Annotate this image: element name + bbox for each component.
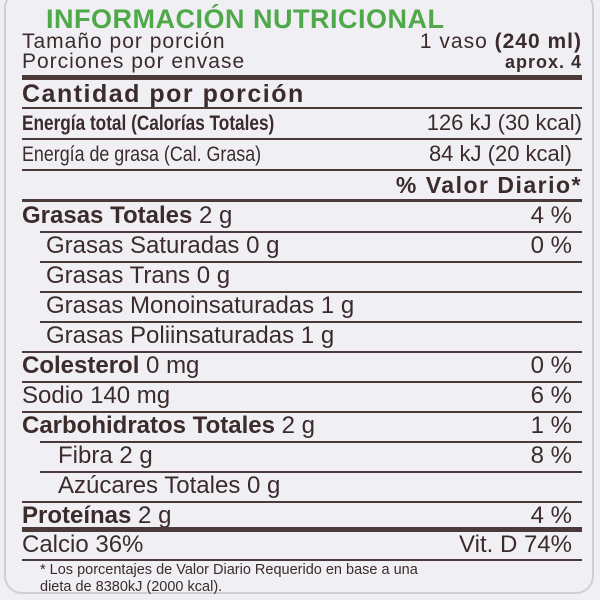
divider xyxy=(22,559,582,561)
serving-size-value: 1 vaso (240 ml) xyxy=(419,30,582,53)
nutrient-row: Carbohidratos Totales 2 g 1 % xyxy=(22,412,582,440)
divider xyxy=(22,381,582,383)
servings-value: aprox. 4 xyxy=(504,52,582,72)
nutrient-amount: 2 g xyxy=(119,442,153,469)
serving-size-label: Tamaño por porción xyxy=(22,30,226,53)
nutrient-dv: 0 % xyxy=(530,232,572,259)
amount-header-text: Cantidad por porción xyxy=(22,80,305,108)
footnote-line-1: * Los porcentajes de Valor Diario Requer… xyxy=(40,562,418,578)
serving-size-row: Tamaño por porción 1 vaso (240 ml) xyxy=(22,30,582,53)
nutrient-name: Grasas Saturadas xyxy=(46,232,240,259)
vitamins-row: Calcio 36% Vit. D 74% xyxy=(22,531,582,559)
calcium: Calcio 36% xyxy=(22,531,144,558)
energy-fat-label: Energía de grasa (Cal. Grasa) xyxy=(22,143,262,166)
energy-total-label: Energía total (Calorías Totales) xyxy=(22,112,275,135)
nutrient-amount: 2 g xyxy=(198,202,233,229)
nutrient-label: Carbohidratos Totales 2 g xyxy=(22,412,315,440)
divider xyxy=(22,138,582,140)
nutrient-amount: 1 g xyxy=(300,322,335,349)
divider-thick xyxy=(22,527,582,532)
nutrient-dv: 8 % xyxy=(530,442,572,469)
nutrient-name: Grasas Poliinsaturadas xyxy=(46,322,295,349)
nutrient-row: Grasas Trans 0 g xyxy=(46,262,582,290)
divider xyxy=(22,169,582,171)
nutrient-name: Carbohidratos Totales xyxy=(22,412,275,439)
nutrient-dv: 0 % xyxy=(530,352,572,379)
nutrient-name: Fibra xyxy=(58,442,113,469)
divider xyxy=(22,351,582,353)
nutrient-name: Grasas Trans xyxy=(46,262,191,289)
nutrient-dv: 4 % xyxy=(530,202,572,229)
divider xyxy=(40,321,582,323)
divider xyxy=(40,231,582,233)
footnote: * Los porcentajes de Valor Diario Requer… xyxy=(40,562,418,596)
divider xyxy=(40,441,582,443)
energy-total-row: Energía total (Calorías Totales) 126 kJ … xyxy=(22,110,582,136)
nutrient-row: Fibra 2 g 8 % xyxy=(58,442,582,470)
label-border xyxy=(4,0,594,594)
nutrient-amount: 0 g xyxy=(196,262,231,289)
nutrient-row: Proteínas 2 g 4 % xyxy=(22,502,582,530)
nutrient-row: Grasas Totales 2 g 4 % xyxy=(22,202,582,230)
energy-total-value: 126 kJ (30 kcal) xyxy=(426,110,582,135)
nutrient-name: Colesterol xyxy=(22,352,140,379)
nutrient-dv: 1 % xyxy=(530,412,572,439)
energy-fat-row: Energía de grasa (Cal. Grasa) 84 kJ (20 … xyxy=(22,141,582,167)
nutrient-label: Grasas Saturadas 0 g xyxy=(46,232,279,260)
nutrient-label: Azúcares Totales 0 g xyxy=(58,472,280,500)
nutrient-amount: 0 mg xyxy=(146,352,200,379)
dv-header: % Valor Diario* xyxy=(22,172,582,199)
nutrient-amount: 140 mg xyxy=(90,382,171,409)
dv-header-text: % Valor Diario* xyxy=(395,172,582,198)
divider-thick xyxy=(22,75,582,80)
divider xyxy=(22,411,582,413)
serving-size-amount: 1 vaso xyxy=(419,30,488,53)
energy-fat-value: 84 kJ (20 kcal) xyxy=(428,141,572,166)
nutrient-amount: 0 g xyxy=(247,472,281,499)
nutrient-row: Grasas Poliinsaturadas 1 g xyxy=(46,322,582,350)
nutrient-name: Grasas Monoinsaturadas xyxy=(46,292,315,319)
nutrient-label: Colesterol 0 mg xyxy=(22,352,199,380)
nutrient-label: Grasas Monoinsaturadas 1 g xyxy=(46,292,354,320)
servings-row: Porciones por envase aprox. 4 xyxy=(22,50,582,73)
nutrient-dv: 6 % xyxy=(530,382,572,409)
nutrient-amount: 2 g xyxy=(138,502,172,529)
divider xyxy=(22,501,582,503)
vitamin-d: Vit. D 74% xyxy=(459,531,572,558)
divider xyxy=(40,471,582,473)
nutrient-name: Proteínas xyxy=(22,502,132,529)
servings-label: Porciones por envase xyxy=(22,50,246,73)
divider xyxy=(40,291,582,293)
nutrient-dv: 4 % xyxy=(530,502,572,529)
amount-header: Cantidad por porción xyxy=(22,80,582,109)
label-title: INFORMACIÓN NUTRICIONAL xyxy=(46,4,445,34)
nutrient-name: Azúcares Totales xyxy=(58,472,241,499)
nutrient-label: Grasas Trans 0 g xyxy=(46,262,230,290)
nutrient-label: Fibra 2 g xyxy=(58,442,153,470)
divider xyxy=(40,261,582,263)
serving-size-ml: (240 ml) xyxy=(494,30,582,53)
nutrient-label: Sodio 140 mg xyxy=(22,382,170,410)
divider xyxy=(22,107,582,109)
nutrient-amount: 1 g xyxy=(320,292,355,319)
nutrient-label: Grasas Poliinsaturadas 1 g xyxy=(46,322,334,350)
nutrient-row: Colesterol 0 mg 0 % xyxy=(22,352,582,380)
nutrient-row: Grasas Monoinsaturadas 1 g xyxy=(46,292,582,320)
nutrient-label: Grasas Totales 2 g xyxy=(22,202,232,230)
nutrient-amount: 2 g xyxy=(281,412,315,439)
divider xyxy=(22,199,582,202)
nutrient-label: Proteínas 2 g xyxy=(22,502,171,530)
nutrient-name: Grasas Totales xyxy=(22,202,193,229)
nutrient-amount: 0 g xyxy=(246,232,280,259)
footnote-line-2: dieta de 8380kJ (2000 kcal). xyxy=(40,579,223,595)
nutrient-row: Sodio 140 mg 6 % xyxy=(22,382,582,410)
nutrient-row: Azúcares Totales 0 g xyxy=(58,472,582,500)
nutrient-row: Grasas Saturadas 0 g 0 % xyxy=(46,232,582,260)
nutrient-name: Sodio xyxy=(22,382,84,409)
